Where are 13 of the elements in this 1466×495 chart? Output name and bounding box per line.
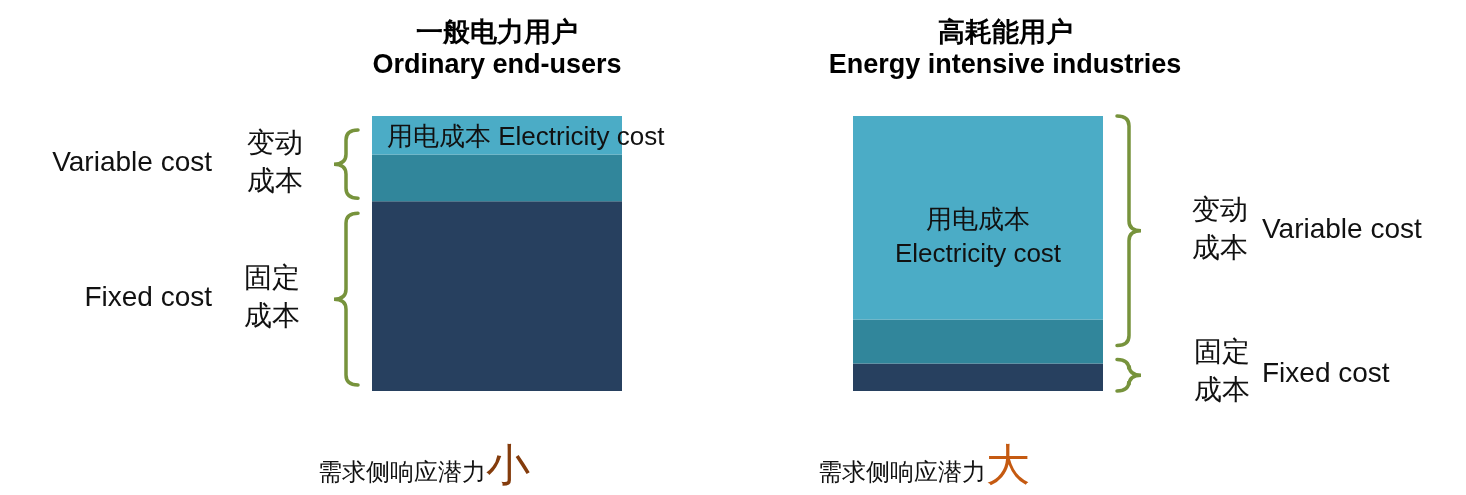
text: 需求侧响应潜力大 — [818, 440, 1030, 489]
text: Fixed cost — [1262, 357, 1390, 389]
text: 变动成本 — [1192, 194, 1248, 264]
text: 固定成本 — [1194, 336, 1250, 406]
text: 固定成本 — [244, 262, 300, 332]
series-label: 用电成本 Electricity cost — [894, 203, 1062, 268]
text: 变动成本 — [247, 127, 303, 197]
text: Fixed cost — [84, 281, 213, 313]
text: 需求侧响应潜力小 — [318, 440, 530, 489]
text: Variable cost — [1262, 213, 1422, 245]
chart-title: 一般电力用户 Ordinary end-users — [372, 17, 622, 80]
text: Variable cost — [52, 146, 213, 178]
chart-title: 高耗能用户 Energy intensive industries — [828, 17, 1182, 80]
